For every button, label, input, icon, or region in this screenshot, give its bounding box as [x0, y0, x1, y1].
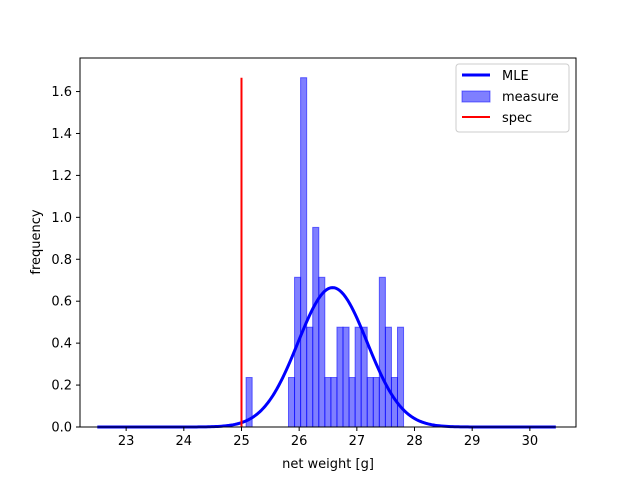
y-axis-label: frequency [29, 209, 44, 275]
histogram-bar [372, 377, 380, 428]
x-axis-label: net weight [g] [282, 457, 374, 472]
legend-mle-label: MLE [502, 69, 529, 84]
y-tick-label: 0.2 [51, 379, 72, 394]
histogram-bar [336, 326, 344, 428]
x-tick-label: 29 [464, 434, 481, 449]
histogram-bar [312, 226, 320, 428]
histogram-bar [354, 326, 362, 428]
histogram-bar [306, 326, 314, 428]
x-tick-label: 30 [522, 434, 539, 449]
y-tick-label: 0.6 [51, 295, 72, 310]
x-tick-label: 25 [233, 434, 250, 449]
histogram-bar [318, 276, 326, 428]
y-axis-ticks: 0.0 0.2 0.4 0.6 0.8 1.0 1.2 1.4 1.6 [51, 85, 80, 436]
legend-measure-swatch [461, 90, 491, 103]
legend: MLE measure spec [455, 63, 570, 133]
axes-frame [79, 57, 577, 428]
y-tick-label: 1.0 [51, 211, 72, 226]
x-tick-label: 26 [291, 434, 308, 449]
histogram-bar [300, 77, 308, 428]
histogram-bar [384, 326, 392, 428]
histogram-bar [348, 377, 356, 428]
y-tick-label: 1.4 [51, 127, 72, 142]
x-tick-label: 24 [176, 434, 193, 449]
histogram-bar [330, 377, 338, 428]
histogram-bar [324, 377, 332, 428]
legend-measure-label: measure [502, 90, 559, 105]
y-tick-label: 0.8 [51, 253, 72, 268]
legend-box [455, 63, 570, 133]
legend-spec-label: spec [502, 111, 532, 126]
y-tick-label: 1.2 [51, 169, 72, 184]
x-axis-ticks: 23 24 25 26 27 28 29 30 [118, 427, 538, 449]
x-tick-label: 27 [349, 434, 366, 449]
histogram-bar [378, 276, 386, 428]
histogram-bar [366, 377, 374, 428]
histogram-bar [396, 326, 405, 428]
x-tick-label: 23 [118, 434, 135, 449]
x-tick-label: 28 [406, 434, 423, 449]
histogram-bar [287, 377, 296, 428]
y-tick-label: 1.6 [51, 85, 72, 100]
y-tick-label: 0.0 [51, 421, 72, 436]
histogram-bar [342, 326, 350, 428]
y-tick-label: 0.4 [51, 337, 72, 352]
